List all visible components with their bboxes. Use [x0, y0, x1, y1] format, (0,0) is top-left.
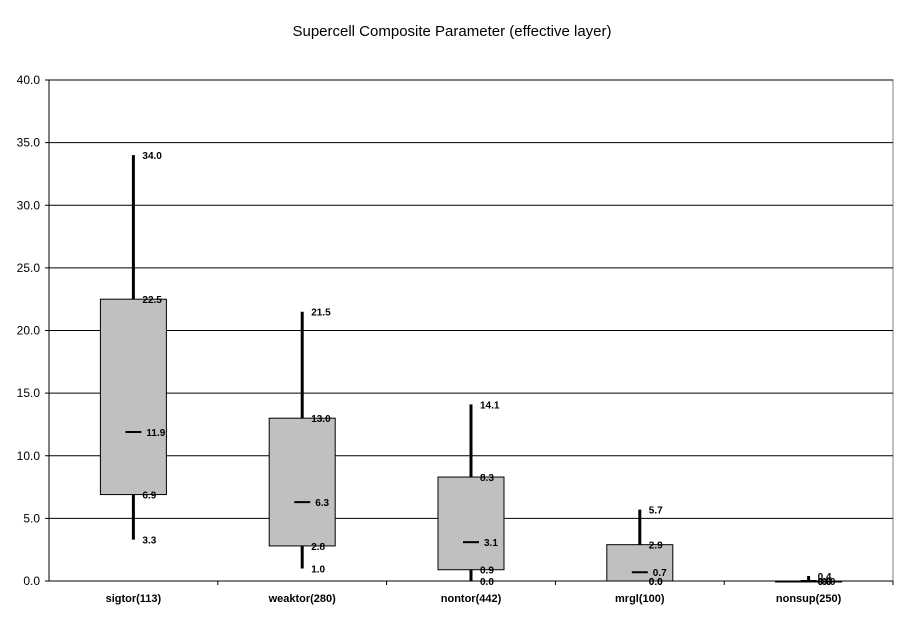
- box-plots: [99, 155, 843, 583]
- max-label: 5.7: [649, 506, 663, 517]
- x-axis-ticks: sigtor(113) weaktor(280) nontor(442) mrgl(1…: [106, 581, 894, 605]
- min-label: 3.3: [142, 536, 156, 547]
- chart-title: Supercell Composite Parameter (effective…: [292, 23, 611, 40]
- y-tick-label: 5.0: [23, 511, 40, 525]
- min-label: 1.0: [311, 564, 325, 575]
- q1-label: 0.0: [818, 577, 832, 588]
- box: [437, 476, 505, 571]
- x-tick-label: nonsup(250): [776, 593, 842, 605]
- y-tick-label: 20.0: [17, 324, 41, 338]
- median-label: 0.7: [653, 568, 667, 579]
- q1-label: 2.8: [311, 542, 325, 553]
- x-tick-label: weaktor(280): [268, 593, 337, 605]
- data-labels: 34.0 22.5 11.9 6.9 3.3 21.5 13.0 6.3 2.8 1.0 14.1 8…: [142, 151, 836, 588]
- q1-label: 0.0: [649, 577, 663, 588]
- y-tick-label: 40.0: [17, 73, 41, 87]
- x-tick-label: nontor(442): [441, 593, 502, 605]
- q1-label: 0.9: [480, 566, 494, 577]
- max-label: 14.1: [480, 400, 500, 411]
- x-tick-label: mrgl(100): [615, 593, 665, 605]
- median-label: 11.9: [146, 428, 165, 439]
- max-label: 34.0: [142, 151, 162, 162]
- y-tick-label: 10.0: [17, 449, 41, 463]
- q3-label: 0.0: [818, 577, 832, 588]
- box: [606, 544, 674, 582]
- y-tick-label: 35.0: [17, 136, 41, 150]
- y-tick-label: 0.0: [23, 574, 40, 588]
- min-label: 0.0: [649, 577, 663, 588]
- min-label: 0.0: [818, 577, 832, 588]
- q3-label: 2.9: [649, 541, 663, 552]
- q3-label: 8.3: [480, 473, 494, 484]
- y-axis-ticks: 0.0 5.0 10.0 15.0 20.0 25.0 30.0 35.0 40.0: [17, 73, 49, 588]
- y-tick-label: 30.0: [17, 198, 41, 212]
- max-label: 0.4: [818, 572, 832, 583]
- box: [99, 298, 167, 496]
- max-label: 21.5: [311, 308, 331, 319]
- min-label: 0.0: [480, 577, 494, 588]
- box: [268, 417, 336, 547]
- median-label: 6.3: [315, 498, 329, 509]
- y-tick-label: 25.0: [17, 261, 41, 275]
- x-tick-label: sigtor(113): [106, 593, 162, 605]
- q3-label: 22.5: [142, 295, 162, 306]
- y-tick-label: 15.0: [17, 386, 41, 400]
- median-label: 3.1: [484, 538, 498, 549]
- q3-label: 13.0: [311, 414, 331, 425]
- q1-label: 6.9: [142, 491, 156, 502]
- median-label: 0.0: [822, 577, 836, 588]
